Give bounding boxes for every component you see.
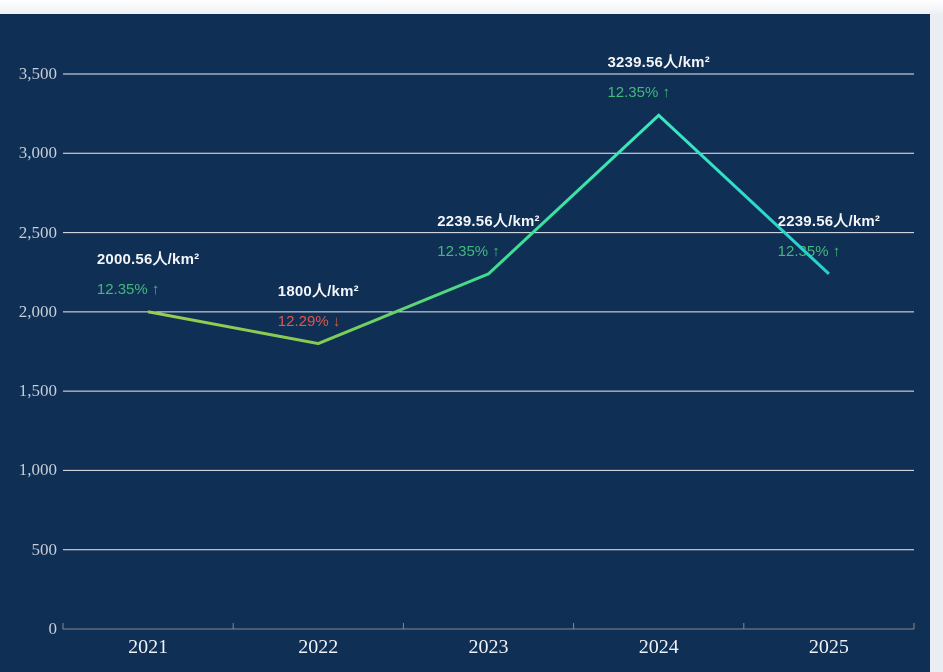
y-tick-label-3000: 3,000 <box>18 143 57 163</box>
scrollbar-track[interactable] <box>930 14 943 672</box>
y-tick-label-2000: 2,000 <box>18 301 57 321</box>
y-tick-label-3500: 3,500 <box>18 64 57 83</box>
x-tick-label-2022: 2022 <box>298 636 339 658</box>
y-tick-label-0: 0 <box>48 619 58 638</box>
x-tick-label-2021: 2021 <box>128 636 169 658</box>
y-tick-label-2500: 2,500 <box>18 222 57 242</box>
x-tick-label-2024: 2024 <box>638 636 679 658</box>
x-tick-label-2023: 2023 <box>468 636 509 658</box>
point-label-2024: 3239.56人/km² 12.35% ↑ <box>607 54 709 102</box>
point-value-label: 3239.56人/km² <box>607 54 710 72</box>
point-change-label: 12.35% ↑ <box>96 280 160 298</box>
x-tick-label-2025: 2025 <box>808 636 849 658</box>
point-change-label: 12.35% ↑ <box>607 84 670 102</box>
y-tick-label-1500: 1,500 <box>18 381 57 401</box>
y-tick-label-500: 500 <box>31 539 58 559</box>
window-top-band <box>0 0 943 14</box>
y-tick-label-1000: 1,000 <box>18 460 57 480</box>
